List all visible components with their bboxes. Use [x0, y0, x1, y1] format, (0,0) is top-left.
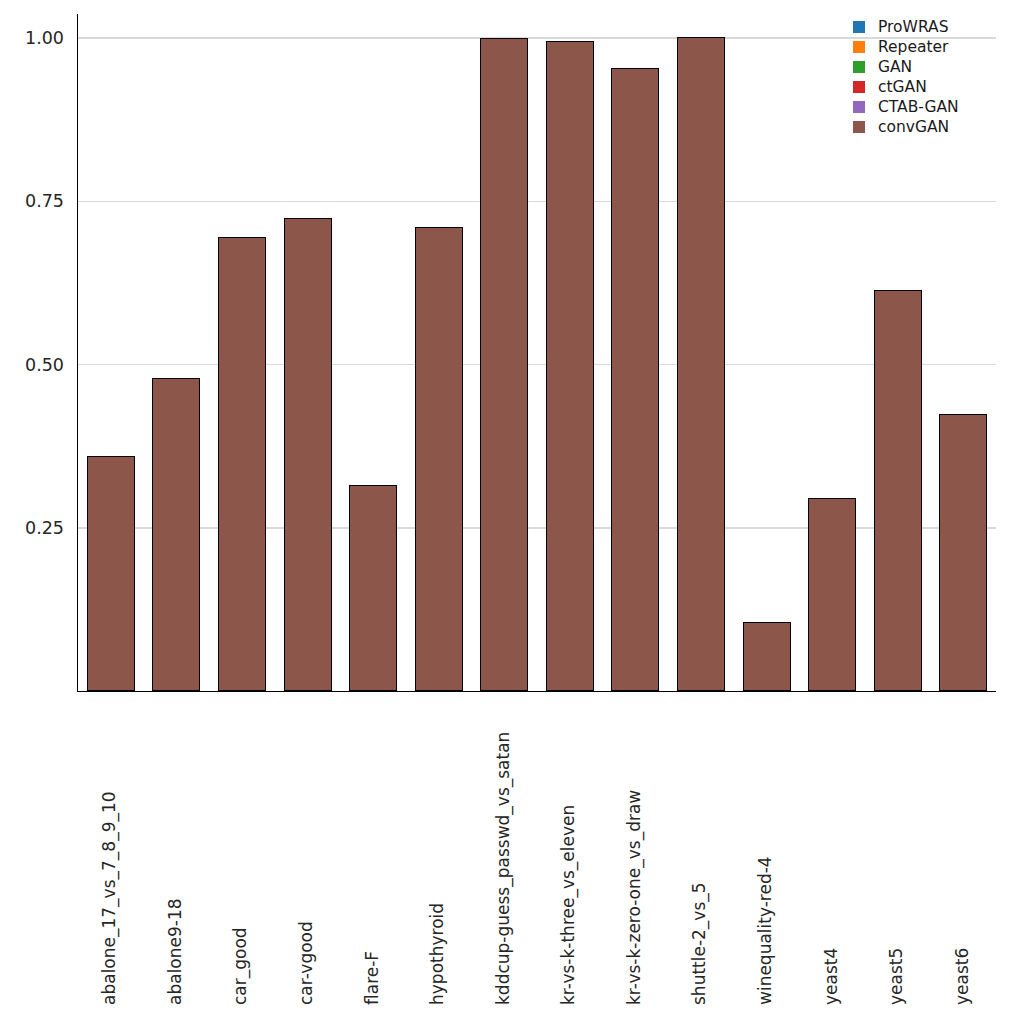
x-label-yeast4: yeast4	[821, 948, 842, 1005]
gridline-0.50	[78, 364, 996, 366]
x-label-abalone9-18: abalone9-18	[165, 898, 186, 1005]
y-tick-label: 0.50	[0, 355, 64, 375]
bar-kddcup-guess_passwd_vs_satan	[480, 38, 528, 691]
x-label-hypothyroid: hypothyroid	[427, 903, 448, 1005]
gridline-0.75	[78, 201, 996, 203]
legend-label: ProWRAS	[878, 17, 949, 37]
x-label-kddcup-guess_passwd_vs_satan: kddcup-guess_passwd_vs_satan	[493, 732, 514, 1005]
y-tick-label: 0.25	[0, 518, 64, 538]
legend-label: GAN	[878, 57, 912, 77]
legend-label: Repeater	[878, 37, 948, 57]
x-label-shuttle-2_vs_5: shuttle-2_vs_5	[689, 882, 710, 1005]
legend-item-GAN: GAN	[853, 57, 959, 77]
legend-item-convGAN: convGAN	[853, 117, 959, 137]
bar-abalone9-18	[152, 378, 200, 691]
legend: ProWRASRepeaterGANctGANCTAB-GANconvGAN	[853, 17, 959, 137]
legend-item-ProWRAS: ProWRAS	[853, 17, 959, 37]
x-label-flare-F: flare-F	[362, 951, 383, 1005]
legend-item-ctGAN: ctGAN	[853, 77, 959, 97]
y-tick-label: 0.75	[0, 191, 64, 211]
legend-swatch-icon	[853, 121, 865, 133]
y-tick-label: 1.00	[0, 28, 64, 48]
legend-swatch-icon	[853, 61, 865, 73]
bar-shuttle-2_vs_5	[677, 37, 725, 691]
legend-label: CTAB-GAN	[878, 97, 959, 117]
bar-kr-vs-k-three_vs_eleven	[546, 41, 594, 691]
legend-label: convGAN	[878, 117, 949, 137]
bar-chart-figure: 0.25 0.50 0.75 1.00 abalone_17_vs_7_8_9_10a…	[0, 0, 1024, 1024]
legend-item-CTAB-GAN: CTAB-GAN	[853, 97, 959, 117]
legend-swatch-icon	[853, 21, 865, 33]
x-label-abalone_17_vs_7_8_9_10: abalone_17_vs_7_8_9_10	[99, 791, 120, 1005]
x-label-car-vgood: car-vgood	[296, 921, 317, 1005]
legend-swatch-icon	[853, 101, 865, 113]
legend-swatch-icon	[853, 81, 865, 93]
x-label-car_good: car_good	[230, 927, 251, 1005]
x-label-kr-vs-k-zero-one_vs_draw: kr-vs-k-zero-one_vs_draw	[624, 790, 645, 1005]
bar-abalone_17_vs_7_8_9_10	[87, 456, 135, 691]
bar-winequality-red-4	[743, 622, 791, 691]
gridline-0.25	[78, 527, 996, 529]
bar-hypothyroid	[415, 227, 463, 691]
legend-item-Repeater: Repeater	[853, 37, 959, 57]
x-label-yeast5: yeast5	[886, 948, 907, 1005]
bar-car-vgood	[284, 218, 332, 691]
bar-car_good	[218, 237, 266, 691]
legend-label: ctGAN	[878, 77, 927, 97]
legend-swatch-icon	[853, 41, 865, 53]
x-label-winequality-red-4: winequality-red-4	[755, 856, 776, 1005]
x-label-kr-vs-k-three_vs_eleven: kr-vs-k-three_vs_eleven	[558, 805, 579, 1005]
bar-kr-vs-k-zero-one_vs_draw	[611, 68, 659, 691]
bar-flare-F	[349, 485, 397, 691]
x-label-yeast6: yeast6	[952, 948, 973, 1005]
bar-yeast5	[874, 290, 922, 691]
bar-yeast6	[939, 414, 987, 691]
bar-yeast4	[808, 498, 856, 691]
